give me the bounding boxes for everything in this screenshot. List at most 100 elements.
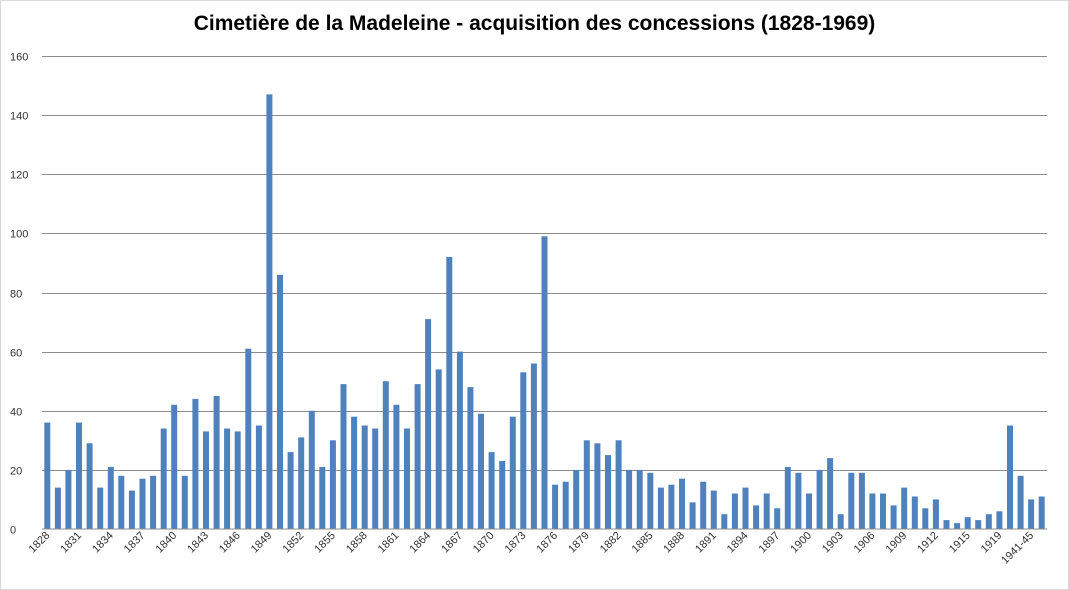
- y-tick-label: 60: [10, 348, 22, 360]
- bar: [657, 487, 664, 529]
- x-axis-tick-labels: 1828 1831 1834 1837 1840 1843 1846 1849 1852 1855…: [27, 530, 1037, 567]
- bar: [287, 452, 294, 529]
- bar: [552, 484, 559, 529]
- bar: [1038, 496, 1045, 529]
- x-tick-label: 1843: [185, 530, 211, 556]
- bar: [171, 404, 178, 529]
- x-tick-label: 1861: [376, 530, 402, 556]
- bar: [816, 469, 823, 529]
- x-tick-label: 1941-45: [999, 530, 1036, 567]
- bar: [340, 384, 347, 529]
- bar: [784, 466, 791, 529]
- x-tick-label: 1891: [693, 530, 719, 556]
- x-tick-label: 1828: [27, 530, 53, 556]
- bar: [541, 236, 548, 530]
- x-tick-label: 1906: [852, 530, 878, 556]
- bar: [848, 472, 855, 529]
- bar: [731, 493, 738, 529]
- x-tick-label: 1919: [979, 530, 1005, 556]
- bar: [44, 422, 51, 529]
- bar: [224, 428, 231, 529]
- bar: [97, 487, 104, 529]
- x-tick-label: 1885: [630, 530, 656, 556]
- y-tick-label: 80: [10, 289, 22, 301]
- x-tick-label: 1876: [534, 530, 560, 556]
- x-tick-label: 1912: [915, 530, 941, 556]
- y-tick-label: 40: [10, 407, 22, 419]
- x-tick-label: 1909: [884, 530, 910, 556]
- bar: [943, 520, 950, 529]
- bar: [605, 455, 611, 529]
- bar: [996, 511, 1003, 529]
- x-tick-label: 1870: [471, 530, 497, 556]
- x-tick-label: 1864: [407, 530, 433, 556]
- bar: [954, 523, 961, 529]
- y-axis-tick-labels: 0 20 40 60 80 100 120 140 160: [10, 52, 28, 537]
- bar: [742, 487, 749, 529]
- bar: [806, 493, 812, 529]
- bar: [583, 440, 590, 529]
- x-tick-label: 1900: [788, 530, 814, 556]
- bar: [107, 466, 114, 529]
- bar: [774, 508, 781, 529]
- bar: [446, 257, 453, 529]
- bar: [351, 416, 358, 529]
- bar: [647, 472, 654, 529]
- bar: [361, 425, 368, 529]
- bar: [118, 475, 125, 529]
- bar: [150, 475, 157, 529]
- bar: [636, 469, 643, 529]
- x-tick-label: 1855: [312, 530, 338, 556]
- y-tick-label: 160: [10, 52, 28, 64]
- bar: [795, 472, 802, 529]
- bar: [160, 428, 167, 529]
- bar: [562, 481, 569, 529]
- bar: [478, 413, 484, 529]
- bar: [139, 478, 146, 529]
- bar: [975, 520, 982, 529]
- bar: [911, 496, 918, 529]
- x-tick-label: 1873: [503, 530, 529, 556]
- bar: [54, 487, 61, 529]
- x-tick-label: 1849: [249, 530, 275, 556]
- bar: [880, 493, 886, 529]
- bar: [467, 387, 474, 529]
- x-tick-label: 1894: [725, 530, 751, 556]
- bar: [573, 469, 580, 529]
- bar: [626, 469, 633, 529]
- x-tick-label: 1837: [122, 530, 148, 556]
- bar: [922, 508, 929, 529]
- bar: [964, 517, 971, 529]
- bar: [255, 425, 262, 529]
- bar: [1028, 499, 1035, 529]
- bar: [901, 487, 908, 529]
- bar: [319, 466, 326, 529]
- bar: [509, 416, 516, 529]
- bars: [44, 94, 1045, 530]
- bar: [404, 428, 410, 529]
- bar: [435, 369, 442, 529]
- bar: [65, 469, 72, 529]
- x-tick-label: 1915: [947, 530, 973, 556]
- bar: [710, 490, 717, 529]
- bar: [86, 443, 93, 529]
- bar: [932, 499, 939, 529]
- bar: [763, 493, 770, 529]
- bar: [985, 514, 992, 529]
- bar: [721, 514, 728, 529]
- bar: [615, 440, 622, 529]
- bar: [679, 478, 685, 529]
- x-tick-label: 1888: [661, 530, 687, 556]
- bar: [245, 348, 252, 529]
- y-tick-label: 120: [10, 170, 28, 182]
- bar: [414, 384, 421, 529]
- x-tick-label: 1846: [217, 530, 243, 556]
- bar: [827, 458, 834, 529]
- bar: [668, 484, 675, 529]
- bar: [520, 372, 527, 529]
- x-tick-label: 1840: [154, 530, 180, 556]
- chart-title: Cimetière de la Madeleine - acquisition …: [193, 12, 876, 35]
- bar: [76, 422, 82, 529]
- bar: [277, 274, 283, 529]
- bar: [753, 505, 760, 529]
